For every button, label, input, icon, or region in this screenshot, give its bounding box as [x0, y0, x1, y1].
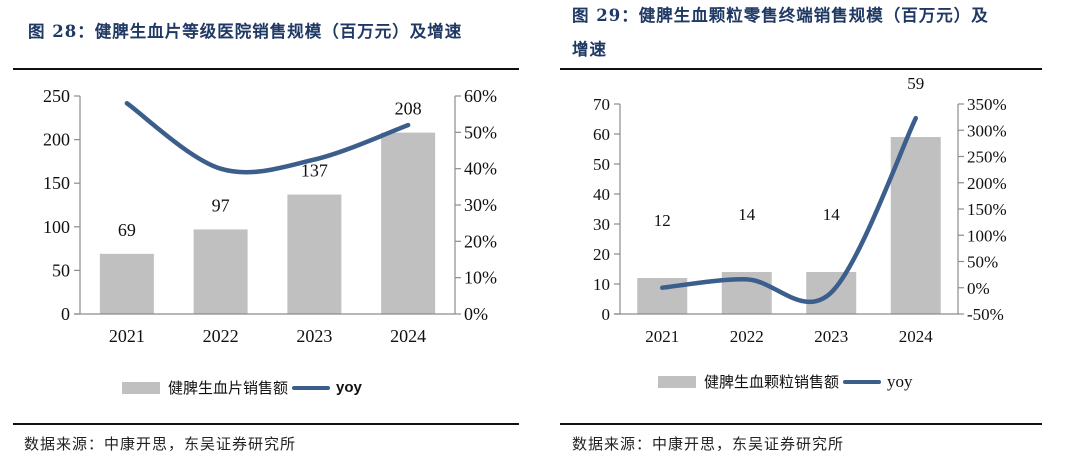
y2-tick-label: 250% — [967, 148, 1007, 167]
y-tick-label: 50 — [52, 260, 70, 280]
data-label-2021: 12 — [654, 211, 671, 230]
y-tick-label: 60 — [593, 125, 610, 144]
legend-bar-label: 健脾生血颗粒销售额 — [704, 373, 840, 391]
y-tick-label: 50 — [593, 155, 610, 174]
y2-tick-label: 100% — [967, 226, 1007, 245]
chart-28: 0 50 100 150 200 250 0% 10% 20% 30% 40% 50% 60% 2021 2… — [43, 86, 497, 346]
data-label-2023: 137 — [301, 161, 328, 181]
y2-tick-label: 60% — [464, 86, 497, 106]
y2-tick-label: 40% — [464, 159, 497, 179]
x-tick-label: 2022 — [730, 327, 764, 346]
y2-tick-label: 0% — [464, 304, 488, 324]
bar-2022 — [193, 229, 248, 314]
y-tick-label: 70 — [593, 95, 610, 114]
yoy-line — [124, 101, 411, 175]
x-tick-label: 2021 — [645, 327, 679, 346]
figure-29: 图 29：健脾生血颗粒零售终端销售规模（百万元）及 增速 0 10 20 30 40 50… — [540, 0, 1080, 461]
title-rule — [560, 68, 1042, 70]
data-label-2024: 59 — [907, 74, 924, 93]
y2-tick-label: 350% — [967, 95, 1007, 114]
x-tick-label: 2021 — [109, 326, 145, 346]
data-label-2022: 14 — [738, 205, 756, 224]
data-label-2021: 69 — [118, 220, 136, 240]
source-rule — [13, 423, 519, 425]
y2-tick-label: 10% — [464, 268, 497, 288]
legend-bar-swatch — [658, 375, 696, 388]
legend-line-label: yoy — [887, 371, 913, 391]
y2-tick-label: 30% — [464, 195, 497, 215]
data-label-2024: 208 — [395, 99, 422, 119]
legend-line-swatch — [843, 379, 882, 384]
legend-29: 健脾生血颗粒销售额 yoy — [658, 371, 913, 392]
figure-29-source: 数据来源：中康开思，东吴证券研究所 — [572, 435, 845, 453]
y-tick-label: 20 — [593, 245, 610, 264]
y2-tick-label: 0% — [967, 279, 990, 298]
bar-2023 — [287, 194, 342, 314]
x-tick-label: 2022 — [203, 326, 239, 346]
y-tick-label: 30 — [593, 215, 610, 234]
figure-28-title: 图 28：健脾生血片等级医院销售规模（百万元）及增速 — [28, 22, 463, 41]
legend-bar-label: 健脾生血片销售额 — [168, 379, 289, 397]
bar-2021 — [99, 253, 154, 314]
figure-29-title-line1: 图 29：健脾生血颗粒零售终端销售规模（百万元）及 — [572, 6, 989, 25]
bar-2024 — [890, 137, 941, 314]
figure-29-title-line2: 增速 — [572, 40, 607, 59]
legend-line-swatch — [292, 385, 331, 390]
y-tick-label: 0 — [602, 305, 611, 324]
x-tick-label: 2024 — [390, 326, 426, 346]
source-rule — [560, 423, 1042, 425]
y-tick-label: 200 — [43, 130, 70, 150]
figure-28: 图 28：健脾生血片等级医院销售规模（百万元）及增速 0 50 100 150 200 2… — [13, 22, 519, 453]
legend-28: 健脾生血片销售额 yoy — [122, 377, 362, 398]
y-tick-label: 150 — [43, 173, 70, 193]
y2-tick-label: 50% — [967, 253, 998, 272]
y-tick-label: 10 — [593, 275, 610, 294]
y-tick-label: 100 — [43, 217, 70, 237]
x-tick-label: 2024 — [899, 327, 934, 346]
title-rule — [13, 68, 519, 70]
y-tick-label: 250 — [43, 86, 70, 106]
y2-tick-label: -50% — [967, 305, 1004, 324]
bar-2024 — [381, 132, 436, 314]
y2-tick-label: 200% — [967, 174, 1007, 193]
data-label-2022: 97 — [212, 195, 230, 215]
figure-28-source: 数据来源：中康开思，东吴证券研究所 — [24, 435, 297, 453]
y-tick-label: 40 — [593, 185, 610, 204]
chart-29: 0 10 20 30 40 50 60 70 -50% 0% 50% 100% 150% 200% 250%… — [593, 74, 1007, 346]
data-label-2023: 14 — [823, 205, 841, 224]
legend-line-label: yoy — [336, 379, 362, 396]
y2-tick-label: 50% — [464, 122, 497, 142]
y2-tick-label: 150% — [967, 200, 1007, 219]
x-tick-label: 2023 — [296, 326, 332, 346]
y-tick-label: 0 — [61, 304, 70, 324]
legend-bar-swatch — [122, 381, 160, 394]
yoy-line — [660, 115, 918, 305]
y2-tick-label: 20% — [464, 231, 497, 251]
y2-tick-label: 300% — [967, 121, 1007, 140]
x-tick-label: 2023 — [814, 327, 848, 346]
